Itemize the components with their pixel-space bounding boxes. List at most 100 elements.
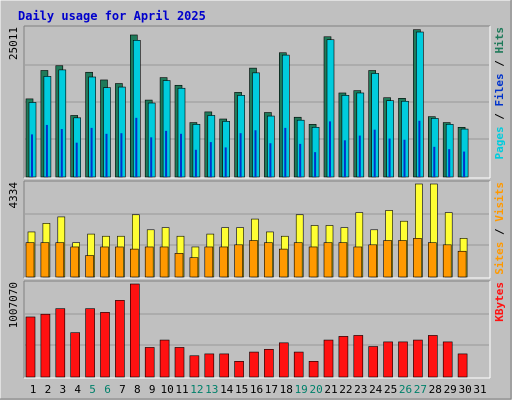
bar-kbytes-day-13 (204, 353, 215, 378)
panel-hits-files-pages: 25011 Pages / Files / Hits (7, 25, 506, 179)
bar-pages-day-20 (314, 152, 317, 177)
day-label-7: 7 (119, 383, 126, 396)
day-label-23: 23 (354, 383, 367, 396)
bar-sites-day-9 (144, 246, 154, 278)
bar-kbytes-day-11 (174, 347, 185, 378)
day-label-3: 3 (59, 383, 66, 396)
bar-sites-day-4 (70, 246, 79, 278)
legend-separator: / (493, 222, 506, 242)
bar-pages-day-9 (150, 137, 153, 177)
bar-kbytes-day-26 (398, 341, 408, 378)
bar-sites-day-27 (413, 238, 422, 278)
max-label: 1007070 (7, 282, 20, 328)
bar-sites-day-23 (353, 246, 363, 278)
bar-kbytes-day-1 (25, 316, 36, 378)
day-label-5: 5 (89, 383, 96, 396)
bar-kbytes-day-15 (234, 361, 244, 378)
series-legend: Sites / Visits (493, 182, 506, 275)
day-label-25: 25 (384, 383, 397, 396)
bar-pages-day-30 (463, 151, 466, 177)
bar-kbytes-day-10 (159, 339, 170, 378)
bar-sites-day-25 (383, 240, 392, 278)
bar-pages-day-19 (299, 143, 302, 177)
chart-title: Daily usage for April 2025 (18, 9, 206, 23)
day-label-29: 29 (444, 383, 457, 396)
day-label-26: 26 (399, 383, 412, 396)
bar-pages-day-6 (105, 133, 108, 177)
bar-kbytes-day-21 (323, 339, 334, 378)
legend-label: Sites (493, 242, 506, 275)
day-labels: 1 2 3 4 5 6 7 8 9 10 11 12 13 14 15 16 17 18 19 20 21 22 23 24 2… (30, 383, 487, 396)
bar-sites-day-17 (264, 242, 273, 278)
bar-sites-day-14 (219, 246, 228, 278)
bar-kbytes-day-5 (85, 308, 95, 378)
bar-kbytes-day-7 (115, 300, 125, 378)
bar-pages-day-15 (239, 133, 242, 177)
day-label-2: 2 (45, 383, 52, 396)
bar-sites-day-7 (115, 246, 124, 278)
bar-sites-day-18 (278, 248, 288, 278)
bar-kbytes-day-19 (293, 351, 304, 378)
bar-sites-day-26 (398, 240, 407, 278)
bar-sites-day-2 (40, 242, 50, 278)
bar-kbytes-day-22 (338, 336, 349, 378)
bar-kbytes-day-20 (308, 361, 319, 378)
bar-sites-day-24 (368, 244, 378, 278)
day-label-14: 14 (220, 383, 234, 396)
legend-label: Hits (493, 27, 506, 54)
bar-pages-day-29 (448, 149, 451, 177)
bar-pages-day-1 (31, 134, 33, 177)
bar-pages-day-24 (373, 129, 376, 177)
legend-label: Visits (493, 182, 506, 222)
bar-kbytes-day-18 (278, 342, 289, 378)
day-label-12: 12 (190, 383, 203, 396)
day-label-8: 8 (134, 383, 141, 396)
legend-label: Files (493, 73, 506, 106)
bar-pages-day-8 (135, 117, 138, 177)
bar-sites-day-5 (85, 255, 94, 278)
bar-pages-day-22 (343, 140, 346, 177)
bar-sites-day-19 (293, 242, 303, 278)
bar-kbytes-day-23 (353, 335, 364, 378)
chart-panels: 25011 Pages / Files / Hits 4334 Sites / Vis… (7, 25, 506, 379)
day-label-19: 19 (295, 383, 308, 396)
bar-sites-day-6 (100, 246, 109, 278)
bar-sites-day-12 (189, 257, 199, 278)
bar-kbytes-day-28 (427, 335, 438, 378)
bar-sites-day-15 (234, 244, 243, 278)
bar-kbytes-day-4 (70, 332, 80, 378)
day-label-11: 11 (175, 383, 188, 396)
bar-kbytes-day-16 (249, 351, 259, 378)
bar-kbytes-day-6 (100, 312, 110, 378)
bar-sites-day-29 (442, 244, 452, 278)
bar-sites-day-3 (55, 242, 65, 278)
bar-pages-day-13 (209, 142, 212, 177)
bar-pages-day-26 (403, 139, 406, 177)
bar-kbytes-day-12 (189, 355, 200, 378)
day-label-22: 22 (339, 383, 352, 396)
day-label-17: 17 (265, 383, 278, 396)
day-label-16: 16 (250, 383, 263, 396)
bar-sites-day-10 (159, 246, 169, 278)
bar-kbytes-day-9 (144, 347, 155, 378)
series-legend: KBytes (493, 282, 506, 322)
day-label-18: 18 (280, 383, 293, 396)
legend-separator: / (493, 54, 506, 74)
bar-pages-day-28 (433, 146, 436, 177)
bar-pages-day-21 (329, 121, 331, 177)
max-label: 25011 (7, 27, 20, 60)
day-label-9: 9 (149, 383, 156, 396)
bar-pages-day-4 (75, 142, 78, 177)
bar-sites-day-21 (323, 242, 333, 278)
day-label-31: 31 (473, 383, 486, 396)
series-legend: Pages / Files / Hits (493, 27, 506, 160)
bar-pages-day-16 (254, 130, 257, 177)
bar-pages-day-5 (90, 127, 93, 177)
bar-kbytes-day-8 (130, 283, 140, 378)
day-label-20: 20 (309, 383, 322, 396)
max-label: 4334 (7, 182, 20, 209)
day-label-10: 10 (160, 383, 173, 396)
day-label-13: 13 (205, 383, 218, 396)
bar-sites-day-20 (308, 246, 318, 278)
bar-pages-day-3 (60, 129, 63, 177)
